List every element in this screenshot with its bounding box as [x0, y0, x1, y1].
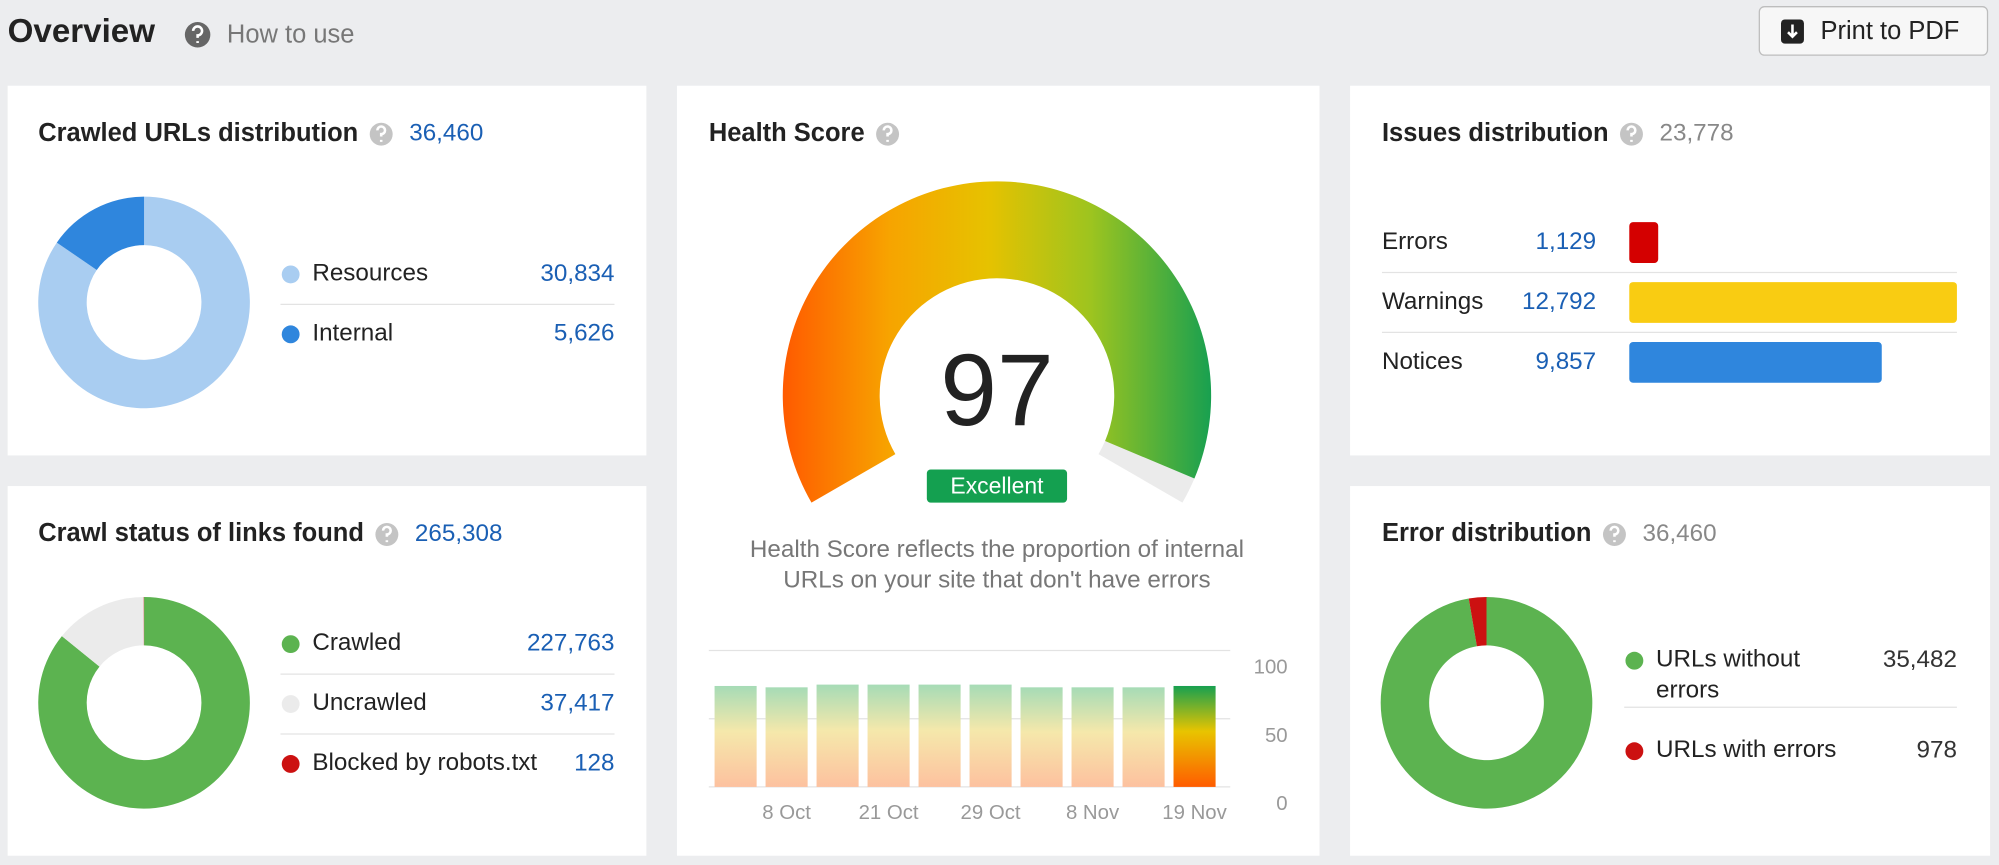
legend-value: 128 [574, 749, 614, 776]
issue-value: 12,792 [1522, 288, 1596, 315]
donut-slice [56, 196, 145, 271]
legend-label: Internal [312, 320, 393, 347]
y-tick-label: 100 [1254, 657, 1288, 679]
card-total: 36,460 [1643, 520, 1717, 547]
rating-badge [926, 469, 1068, 503]
legend-value: 37,417 [540, 689, 614, 716]
help-icon-glyph [882, 125, 893, 142]
legend-label: Uncrawled [312, 689, 426, 716]
card-title: Health Score [709, 119, 865, 147]
help-icon-glyph [376, 125, 387, 142]
legend-value: 30,834 [540, 260, 614, 287]
help-icon-glyph [1609, 525, 1620, 543]
legend-swatch [281, 265, 300, 284]
bar [867, 684, 910, 787]
legend-swatch [281, 695, 300, 713]
card-title: Error distribution [1382, 519, 1592, 547]
legend-swatch [1625, 651, 1644, 670]
x-tick-label: 8 Oct [762, 802, 811, 824]
help-icon-glyph [381, 525, 392, 543]
help-icon-glyph[interactable] [191, 25, 204, 44]
donut-slice [1380, 596, 1593, 809]
text-line: URLs without [1656, 646, 1800, 673]
bar [714, 685, 757, 787]
donut-slice [38, 596, 250, 809]
legend-label: Blocked by robots.txt [312, 749, 537, 776]
issue-label: Notices [1382, 348, 1463, 375]
y-tick-label: 50 [1265, 725, 1288, 747]
legend-label: URLs without errors [1656, 646, 1800, 704]
bar [969, 684, 1012, 787]
issue-value: 9,857 [1536, 348, 1597, 375]
issue-bar [1629, 341, 1882, 383]
legend-swatch [1625, 742, 1644, 761]
issue-bar [1629, 282, 1957, 323]
card [1350, 85, 1991, 456]
gauge-track [1098, 440, 1195, 503]
text-line: Resources [312, 260, 428, 287]
bar [765, 687, 808, 787]
text-line: Uncrawled [312, 689, 426, 716]
issue-bar [1629, 222, 1659, 263]
bar [1173, 685, 1216, 787]
issue-label: Warnings [1382, 288, 1483, 315]
legend-label: URLs with errors [1656, 737, 1836, 764]
text-line: URLs with errors [1656, 737, 1836, 764]
text-line: Crawled [312, 630, 401, 657]
legend-value: 227,763 [527, 630, 615, 657]
rating-label: Excellent [950, 472, 1044, 498]
print-button[interactable]: Print to PDF [1758, 6, 1989, 56]
text-line: URLs on your site that don't have errors [783, 567, 1210, 594]
help-icon[interactable] [184, 21, 211, 48]
legend-swatch [281, 325, 300, 344]
bar [816, 684, 859, 787]
legend-label: Resources [312, 260, 428, 287]
text-line: Internal [312, 320, 393, 347]
text-line: Health Score reflects the proportion of … [750, 536, 1244, 563]
donut-slice [1468, 596, 1487, 647]
text-line: Blocked by robots.txt [312, 749, 537, 776]
gauge-value: 97 [940, 333, 1053, 447]
legend-label: Crawled [312, 630, 401, 657]
issue-value: 1,129 [1536, 228, 1597, 255]
download-arrow[interactable] [1787, 24, 1798, 39]
gauge-description: Health Score reflects the proportion of … [750, 536, 1244, 594]
text-line: errors [1656, 677, 1719, 704]
legend-value: 35,482 [1883, 646, 1957, 673]
print-button-label[interactable]: Print to PDF [1821, 17, 1960, 45]
donut-slice [38, 196, 250, 409]
x-tick-label: 21 Oct [859, 802, 919, 824]
card-total: 36,460 [409, 120, 483, 147]
x-tick-label: 29 Oct [961, 802, 1021, 824]
donut-slice [61, 596, 144, 667]
bar [1020, 687, 1063, 787]
legend-swatch [281, 755, 300, 773]
x-tick-label: 19 Nov [1162, 802, 1227, 824]
print-button-box[interactable] [1758, 6, 1989, 56]
bar [1071, 687, 1114, 787]
y-tick-label: 0 [1276, 793, 1287, 815]
legend-value: 5,626 [554, 320, 615, 347]
card-title: Crawl status of links found [38, 519, 364, 547]
gauge-fill [782, 181, 1212, 503]
card-title: Issues distribution [1382, 119, 1609, 147]
legend-swatch [281, 635, 300, 654]
x-tick-label: 8 Nov [1066, 802, 1120, 824]
card-total: 265,308 [415, 520, 503, 547]
page-title: Overview [8, 13, 156, 50]
help-icon-glyph [1626, 125, 1637, 142]
help-link[interactable]: How to use [227, 21, 354, 49]
bar [1122, 687, 1165, 787]
card-title: Crawled URLs distribution [38, 119, 358, 147]
legend-value: 978 [1917, 737, 1957, 764]
bar [918, 684, 961, 787]
issue-label: Errors [1382, 228, 1448, 255]
card-total: 23,778 [1660, 120, 1734, 147]
